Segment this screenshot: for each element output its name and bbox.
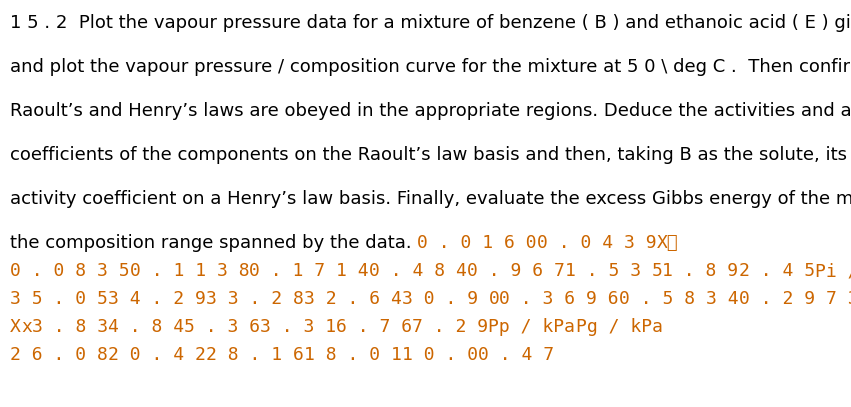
Text: 3 5 . 0 5: 3 5 . 0 5 [10, 290, 108, 308]
Text: 0 . 3 6 9 6: 0 . 3 6 9 6 [500, 290, 619, 308]
Text: 1 . 5 3 5: 1 . 5 3 5 [564, 262, 662, 280]
Text: 3 . 3 1: 3 . 3 1 [260, 318, 336, 336]
Text: coefficients of the components on the Raoult’s law basis and then, taking B as t: coefficients of the components on the Ra… [10, 146, 851, 164]
Text: 2 6 . 0 8: 2 6 . 0 8 [10, 346, 108, 364]
Text: 3 2 . 6 4: 3 2 . 6 4 [304, 290, 402, 308]
Text: 1 8 . 0 1: 1 8 . 0 1 [304, 346, 402, 364]
Text: 2 8 . 1 6: 2 8 . 1 6 [206, 346, 304, 364]
Text: activity coefficient on a Henry’s law basis. Finally, evaluate the excess Gibbs : activity coefficient on a Henry’s law ba… [10, 190, 851, 208]
Text: 3 . 8 3: 3 . 8 3 [31, 318, 108, 336]
Text: 2 0 . 4 2: 2 0 . 4 2 [108, 346, 206, 364]
Text: 0 . 0 8 3 5: 0 . 0 8 3 5 [10, 262, 129, 280]
Text: 0 . 9 6 7: 0 . 9 6 7 [466, 262, 564, 280]
Text: 4 . 8 4: 4 . 8 4 [108, 318, 184, 336]
Text: X: X [10, 318, 21, 336]
Text: 2 . 4 5: 2 . 4 5 [739, 262, 814, 280]
Text: 0 . 4 7: 0 . 4 7 [477, 346, 554, 364]
Text: 0 . 1 1 3 8: 0 . 1 1 3 8 [129, 262, 249, 280]
Text: 0 . 0 1 6 0: 0 . 0 1 6 0 [417, 234, 537, 252]
Text: Xᴇ: Xᴇ [657, 234, 678, 252]
Text: Raoult’s and Henry’s laws are obeyed in the appropriate regions. Deduce the acti: Raoult’s and Henry’s laws are obeyed in … [10, 102, 851, 120]
Text: and plot the vapour pressure / composition curve for the mixture at 5 0 \ deg C : and plot the vapour pressure / compositi… [10, 58, 851, 76]
Text: Pi / kPa: Pi / kPa [814, 262, 851, 280]
Text: 0 . 5 8 3 4: 0 . 5 8 3 4 [619, 290, 739, 308]
Text: 0 . 4 8 4: 0 . 4 8 4 [368, 262, 466, 280]
Text: Pg / kPa: Pg / kPa [575, 318, 662, 336]
Text: 0 . 1 7 1 4: 0 . 1 7 1 4 [249, 262, 368, 280]
Text: 1 0 . 0: 1 0 . 0 [402, 346, 477, 364]
Text: 0 . 2 9 7 3: 0 . 2 9 7 3 [739, 290, 851, 308]
Text: x: x [21, 318, 31, 336]
Text: 3 3 . 2 8: 3 3 . 2 8 [206, 290, 304, 308]
Text: 3 0 . 9 0: 3 0 . 9 0 [402, 290, 500, 308]
Text: 1 . 8 9: 1 . 8 9 [662, 262, 739, 280]
Text: Pp / kPa: Pp / kPa [488, 318, 575, 336]
Text: 0 . 0 4 3 9: 0 . 0 4 3 9 [537, 234, 657, 252]
Text: 1 5 . 2  Plot the vapour pressure data for a mixture of benzene ( B ) and ethano: 1 5 . 2 Plot the vapour pressure data fo… [10, 14, 851, 32]
Text: the composition range spanned by the data.: the composition range spanned by the dat… [10, 234, 417, 252]
Text: 5 . 3 6: 5 . 3 6 [184, 318, 260, 336]
Text: 6 . 7 6: 6 . 7 6 [336, 318, 413, 336]
Text: 7 . 2 9: 7 . 2 9 [413, 318, 488, 336]
Text: 3 4 . 2 9: 3 4 . 2 9 [108, 290, 206, 308]
